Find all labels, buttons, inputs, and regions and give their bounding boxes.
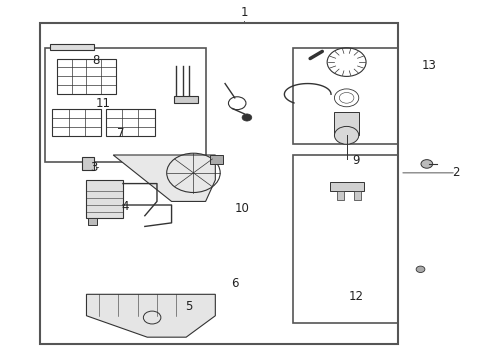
Text: 11: 11 — [96, 97, 111, 110]
Bar — [81, 157, 94, 170]
Bar — [88, 217, 97, 225]
Bar — [86, 180, 122, 217]
Bar — [334, 112, 358, 135]
Bar — [40, 23, 397, 344]
Text: 8: 8 — [92, 54, 100, 67]
Bar — [174, 96, 198, 103]
Text: 5: 5 — [184, 300, 192, 313]
Text: 12: 12 — [348, 289, 363, 303]
Bar — [45, 48, 205, 162]
Bar — [329, 182, 363, 191]
Bar — [50, 44, 94, 50]
Circle shape — [420, 159, 432, 168]
Bar — [52, 109, 101, 136]
Bar — [210, 155, 222, 164]
Text: 9: 9 — [352, 154, 359, 167]
Polygon shape — [113, 155, 215, 202]
Text: 3: 3 — [90, 161, 97, 174]
Text: 1: 1 — [240, 6, 248, 19]
Text: 2: 2 — [451, 166, 459, 179]
Text: 13: 13 — [421, 59, 436, 72]
Circle shape — [334, 126, 358, 144]
Text: 10: 10 — [234, 202, 249, 215]
Bar — [336, 191, 344, 200]
Bar — [106, 109, 154, 136]
Circle shape — [242, 114, 251, 121]
Polygon shape — [86, 294, 215, 337]
Text: 4: 4 — [122, 200, 129, 213]
Circle shape — [415, 266, 424, 273]
Bar — [292, 155, 397, 323]
Bar — [353, 191, 361, 200]
Text: 7: 7 — [117, 127, 124, 140]
Bar — [57, 59, 116, 94]
Bar — [292, 48, 397, 144]
Text: 6: 6 — [230, 277, 238, 290]
